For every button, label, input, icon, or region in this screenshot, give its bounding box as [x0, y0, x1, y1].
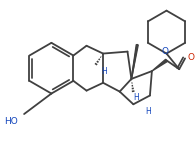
Text: HO: HO — [5, 117, 18, 126]
Text: O: O — [161, 47, 168, 56]
Text: O: O — [188, 53, 195, 62]
Text: H: H — [101, 67, 107, 76]
Text: H: H — [133, 93, 139, 102]
Polygon shape — [152, 59, 167, 71]
Polygon shape — [131, 45, 138, 79]
Text: H: H — [145, 107, 151, 116]
